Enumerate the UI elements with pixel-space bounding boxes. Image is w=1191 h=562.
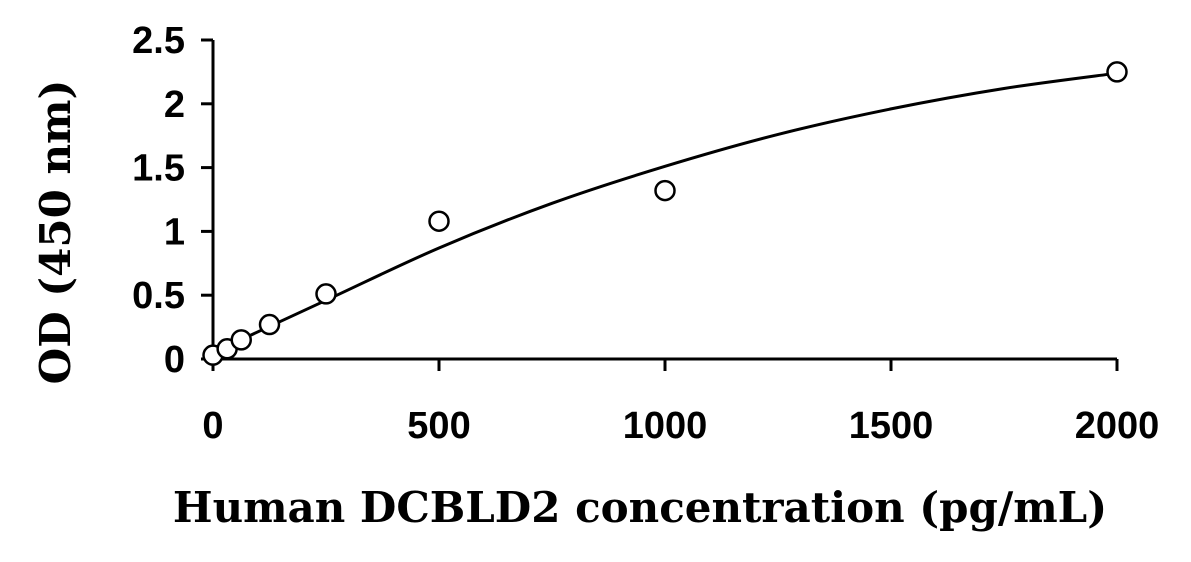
data-point [230, 329, 252, 351]
y-tick-label: 0 [164, 339, 185, 381]
y-tick-label: 1.5 [132, 148, 185, 190]
fit-curve-group [212, 71, 1118, 354]
x-axis-ticks: 0 500 1000 1500 2000 [202, 359, 1159, 447]
data-point [315, 283, 337, 305]
data-point [654, 179, 676, 202]
x-axis-title: Human DCBLD2 concentration (pg/mL) [173, 483, 1107, 532]
y-axis-ticks: 0 0.5 1 1.5 2 2.5 [132, 20, 213, 381]
y-tick-label: 2.5 [132, 20, 185, 62]
fit-curve-line [212, 71, 1118, 354]
x-tick-label: 1000 [623, 405, 708, 447]
y-tick-label: 0.5 [132, 275, 185, 317]
y-tick-label: 1 [164, 211, 185, 253]
x-tick-label: 500 [407, 405, 470, 447]
data-point [258, 313, 281, 336]
y-tick-label: 2 [164, 84, 185, 126]
y-axis-title: OD (450 nm) [31, 80, 80, 385]
data-points [202, 61, 1128, 366]
x-tick-label: 2000 [1075, 405, 1160, 447]
x-tick-label: 1500 [849, 405, 934, 447]
data-point [428, 210, 450, 232]
data-point [1106, 61, 1128, 83]
x-tick-label: 0 [202, 405, 223, 447]
